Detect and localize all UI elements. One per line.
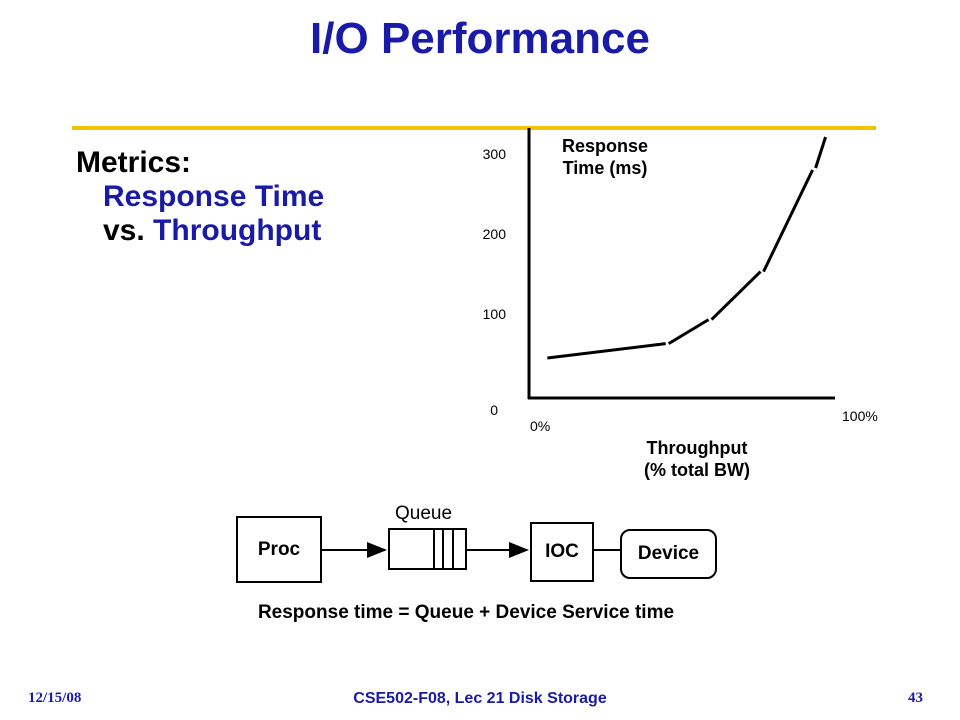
response-time-equation: Response time = Queue + Device Service t… (257, 602, 675, 623)
response-curve (547, 136, 828, 360)
ioc-label: IOC (545, 541, 579, 562)
metrics-vs: vs. (103, 214, 154, 247)
footer-course: CSE502-F08, Lec 21 Disk Storage (353, 690, 607, 707)
y-tick-200: 200 (482, 226, 506, 242)
x-axis-label-line2: (% total BW) (644, 460, 750, 480)
curve-segment (667, 318, 710, 345)
metrics-line-response-time: Response Time (103, 180, 325, 213)
x-axis-label-line1: Throughput (646, 438, 748, 458)
queue-label: Queue (395, 503, 453, 524)
device-box: Device (620, 529, 717, 579)
proc-box: Proc (236, 516, 322, 583)
ioc-box: IOC (530, 522, 594, 582)
curve-segment (762, 169, 814, 273)
x-tick-0: 0% (530, 418, 551, 434)
curve-segment (547, 342, 666, 360)
y-axis-label-line1: Response (561, 136, 649, 156)
y-tick-100: 100 (482, 306, 506, 322)
footer-page-number: 43 (908, 690, 923, 706)
x-axis-label: Throughput (% total BW) (600, 437, 794, 481)
footer-date: 12/15/08 (28, 690, 82, 706)
x-tick-100: 100% (842, 408, 878, 424)
metrics-heading: Metrics: (76, 146, 192, 179)
proc-label: Proc (257, 538, 301, 560)
y-axis-label-line2: Time (ms) (562, 158, 648, 178)
curve-segment (814, 136, 828, 169)
metrics-throughput-word: Throughput (153, 214, 322, 247)
metrics-line-throughput: vs. Throughput (76, 214, 324, 248)
y-tick-0: 0 (490, 402, 498, 418)
title-divider (72, 126, 876, 130)
y-tick-300: 300 (482, 146, 506, 162)
curve-segment (710, 270, 762, 321)
device-label: Device (637, 543, 700, 564)
queue-box (388, 528, 467, 570)
y-axis-label: Response Time (ms) (538, 135, 672, 179)
page-title: I/O Performance (310, 14, 650, 63)
metrics-block: Metrics: Response Time vs. Throughput (76, 146, 324, 248)
